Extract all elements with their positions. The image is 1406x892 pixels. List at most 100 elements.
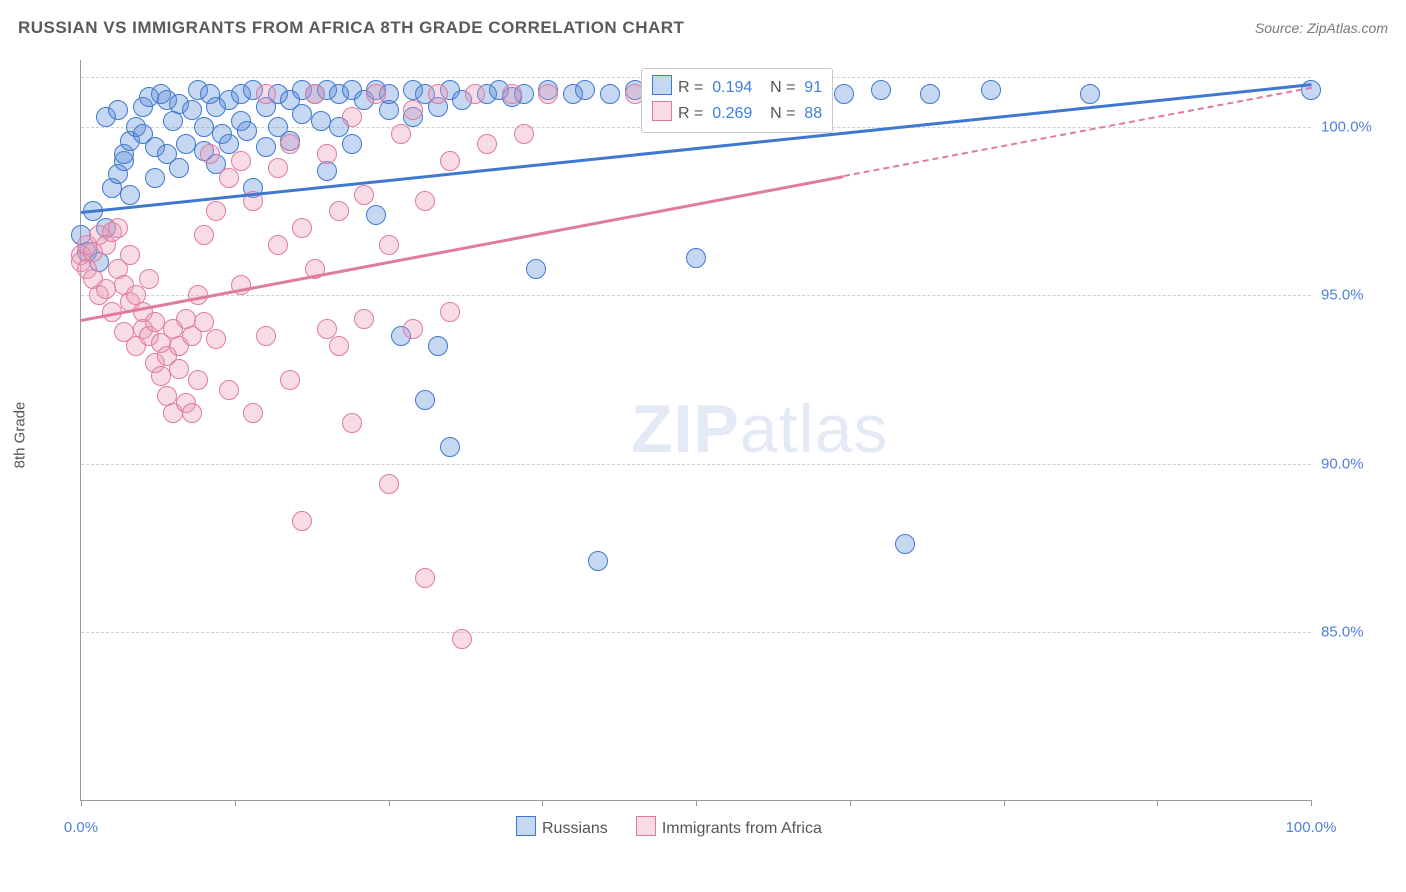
data-point [477, 134, 497, 154]
y-axis-label: 8th Grade [12, 402, 29, 469]
x-tick-mark [1157, 800, 1158, 806]
data-point [465, 84, 485, 104]
data-point [1080, 84, 1100, 104]
data-point [317, 144, 337, 164]
x-tick-mark [696, 800, 697, 806]
data-point [588, 551, 608, 571]
data-point [268, 158, 288, 178]
data-point [440, 437, 460, 457]
x-tick-mark [81, 800, 82, 806]
data-point [526, 259, 546, 279]
data-point [329, 336, 349, 356]
data-point [292, 511, 312, 531]
data-point [305, 84, 325, 104]
data-point [206, 329, 226, 349]
data-point [231, 151, 251, 171]
data-point [403, 319, 423, 339]
data-point [502, 84, 522, 104]
data-point [415, 191, 435, 211]
data-point [182, 403, 202, 423]
data-point [169, 359, 189, 379]
legend-stat-row: R = 0.269 N = 88 [652, 101, 822, 127]
data-point [120, 245, 140, 265]
data-point [415, 568, 435, 588]
data-point [139, 269, 159, 289]
data-point [188, 370, 208, 390]
data-point [895, 534, 915, 554]
data-point [108, 218, 128, 238]
data-point [311, 111, 331, 131]
plot-wrap: 8th Grade 85.0%90.0%95.0%100.0%0.0%100.0… [60, 50, 1340, 820]
data-point [391, 124, 411, 144]
data-point [151, 366, 171, 386]
data-point [206, 201, 226, 221]
data-point [686, 248, 706, 268]
data-point [256, 137, 276, 157]
data-point [256, 84, 276, 104]
gridline [81, 632, 1311, 633]
data-point [280, 134, 300, 154]
data-point [176, 134, 196, 154]
data-point [194, 225, 214, 245]
data-point [243, 403, 263, 423]
x-tick-label: 100.0% [1286, 819, 1337, 836]
data-point [329, 201, 349, 221]
x-tick-mark [389, 800, 390, 806]
data-point [920, 84, 940, 104]
data-point [280, 370, 300, 390]
x-tick-mark [1311, 800, 1312, 806]
data-point [219, 380, 239, 400]
chart-title: RUSSIAN VS IMMIGRANTS FROM AFRICA 8TH GR… [18, 18, 684, 38]
data-point [366, 84, 386, 104]
data-point [514, 124, 534, 144]
data-point [169, 158, 189, 178]
x-tick-mark [1004, 800, 1005, 806]
data-point [981, 80, 1001, 100]
data-point [452, 629, 472, 649]
data-point [145, 312, 165, 332]
data-point [292, 218, 312, 238]
data-point [415, 390, 435, 410]
data-point [268, 235, 288, 255]
data-point [575, 80, 595, 100]
data-point [428, 336, 448, 356]
data-point [219, 168, 239, 188]
y-tick-label: 85.0% [1321, 623, 1381, 640]
data-point [379, 235, 399, 255]
data-point [354, 185, 374, 205]
data-point [342, 134, 362, 154]
y-tick-label: 95.0% [1321, 287, 1381, 304]
x-tick-mark [542, 800, 543, 806]
trend-line [81, 175, 844, 322]
data-point [379, 474, 399, 494]
data-point [600, 84, 620, 104]
data-point [428, 84, 448, 104]
data-point [871, 80, 891, 100]
gridline [81, 295, 1311, 296]
data-point [366, 205, 386, 225]
data-point [237, 121, 257, 141]
plot-area: 85.0%90.0%95.0%100.0%0.0%100.0%ZIPatlasR… [80, 60, 1311, 801]
legend-stat-row: R = 0.194 N = 91 [652, 75, 822, 101]
legend-series: RussiansImmigrants from Africa [516, 816, 822, 838]
watermark: ZIPatlas [631, 390, 888, 468]
trend-line [843, 87, 1311, 177]
data-point [403, 100, 423, 120]
data-point [538, 84, 558, 104]
gridline [81, 464, 1311, 465]
x-tick-mark [235, 800, 236, 806]
data-point [145, 168, 165, 188]
legend-stats: R = 0.194 N = 91R = 0.269 N = 88 [641, 68, 833, 133]
data-point [200, 144, 220, 164]
y-tick-label: 100.0% [1321, 119, 1381, 136]
x-tick-mark [850, 800, 851, 806]
data-point [342, 413, 362, 433]
legend-item: Immigrants from Africa [636, 816, 822, 838]
data-point [354, 309, 374, 329]
data-point [108, 100, 128, 120]
x-tick-label: 0.0% [64, 819, 98, 836]
chart-source: Source: ZipAtlas.com [1255, 20, 1388, 36]
data-point [342, 107, 362, 127]
data-point [194, 117, 214, 137]
data-point [292, 104, 312, 124]
